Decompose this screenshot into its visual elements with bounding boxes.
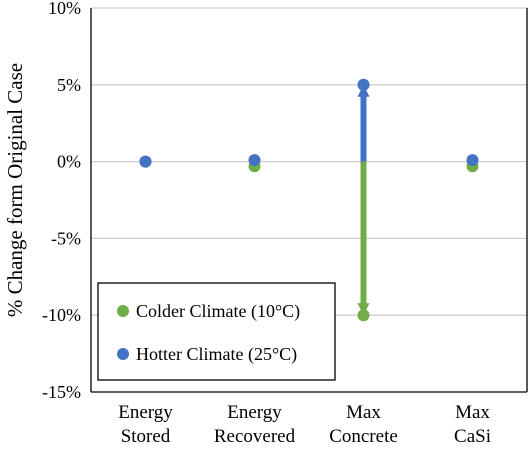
legend-marker <box>117 348 129 360</box>
y-tick-label: 0% <box>57 152 81 172</box>
data-point <box>139 155 152 168</box>
axis-layer: -15% -10% -5% 0% 5% 10% Energy Stored Energy Reco… <box>42 0 528 447</box>
change-arrow <box>357 84 370 162</box>
arrow-layer <box>357 84 370 316</box>
y-tick-label: 5% <box>57 75 81 95</box>
data-point <box>466 154 479 167</box>
y-tick-label: 10% <box>48 0 81 18</box>
x-tick-label: Recovered <box>214 426 296 447</box>
y-tick-label: -5% <box>51 228 81 248</box>
x-tick-label: Concrete <box>329 426 398 447</box>
grid-layer <box>91 7 527 316</box>
x-tick-label: CaSi <box>454 426 491 447</box>
y-tick-label: -10% <box>42 305 81 325</box>
legend-items: Colder Climate (10°C) Hotter Climate (25°… <box>117 301 300 365</box>
legend-label: Hotter Climate (25°C) <box>136 344 297 365</box>
legend-marker <box>117 305 129 317</box>
legend: Colder Climate (10°C) Hotter Climate (25°… <box>97 282 336 381</box>
legend-box <box>97 282 336 381</box>
x-tick-label: Stored <box>121 426 171 447</box>
point-layer <box>139 78 479 322</box>
data-point <box>357 78 370 91</box>
x-tick-label: Energy <box>118 402 173 423</box>
x-tick-label: Max <box>346 402 381 423</box>
y-axis-title: % Change form Original Case <box>3 63 27 317</box>
data-point <box>357 309 370 322</box>
y-tick-label: -15% <box>42 382 81 402</box>
x-tick-label: Max <box>455 402 490 423</box>
x-tick-label: Energy <box>227 402 282 423</box>
legend-label: Colder Climate (10°C) <box>136 301 300 322</box>
data-point <box>248 154 261 167</box>
